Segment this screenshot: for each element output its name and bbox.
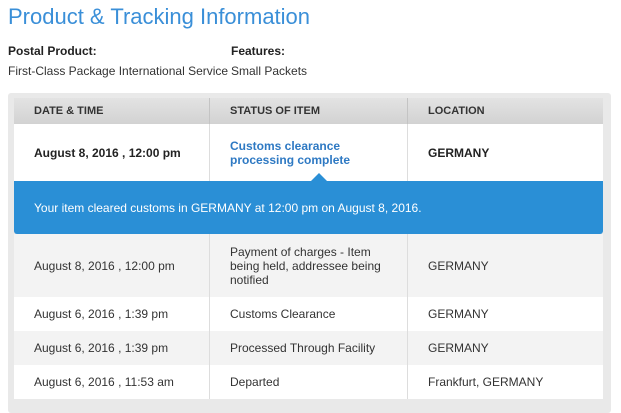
- location: GERMANY: [407, 234, 603, 297]
- date: August 6, 2016 , 1:39 pm: [34, 341, 169, 355]
- status[interactable]: Customs clearance processing complete: [209, 124, 407, 181]
- location: GERMANY: [407, 124, 603, 181]
- page-title: Product & Tracking Information: [8, 4, 311, 29]
- table-header: DATE & TIME STATUS OF ITEM LOCATION: [14, 98, 603, 124]
- date: August 8, 2016 , 12:00 pm: [34, 145, 181, 160]
- date: August 6, 2016 , 1:39 pm: [34, 307, 169, 321]
- history-row: August 6, 2016 , 11:53 am Departed Frankfu…: [14, 365, 603, 399]
- date: August 6, 2016 , 11:53 am: [34, 375, 174, 389]
- column-header: DATE & TIME: [34, 105, 104, 117]
- banner-arrow: [310, 173, 328, 182]
- label: Postal Product:: [8, 44, 97, 58]
- date: August 8, 2016 , 12:00 pm: [34, 258, 175, 273]
- history-row: August 6, 2016 , 1:39 pm Customs Clearanc…: [14, 297, 603, 331]
- status: Customs Clearance: [209, 297, 407, 331]
- location: Frankfurt, GERMANY: [407, 365, 603, 399]
- column-header: STATUS OF ITEM: [209, 98, 407, 124]
- status-banner: Your item cleared customs in GERMANY at …: [14, 173, 603, 234]
- location: GERMANY: [407, 297, 603, 331]
- history-row: August 6, 2016 , 1:39 pm Processed Throug…: [14, 331, 603, 365]
- status: Payment of charges - Item being held, ad…: [209, 234, 407, 297]
- value: Small Packets: [231, 64, 308, 78]
- location: GERMANY: [407, 331, 603, 365]
- column-header: LOCATION: [407, 98, 603, 124]
- status: Processed Through Facility: [209, 331, 407, 365]
- label: Features:: [231, 44, 286, 58]
- latest-row: August 8, 2016 , 12:00 pm Customs cleara…: [14, 124, 603, 181]
- value: First-Class Package International Servic…: [8, 64, 229, 78]
- status: Departed: [209, 365, 407, 399]
- banner-text: Your item cleared customs in GERMANY at …: [34, 201, 422, 215]
- history-row: August 8, 2016 , 12:00 pm Payment of char…: [14, 234, 603, 297]
